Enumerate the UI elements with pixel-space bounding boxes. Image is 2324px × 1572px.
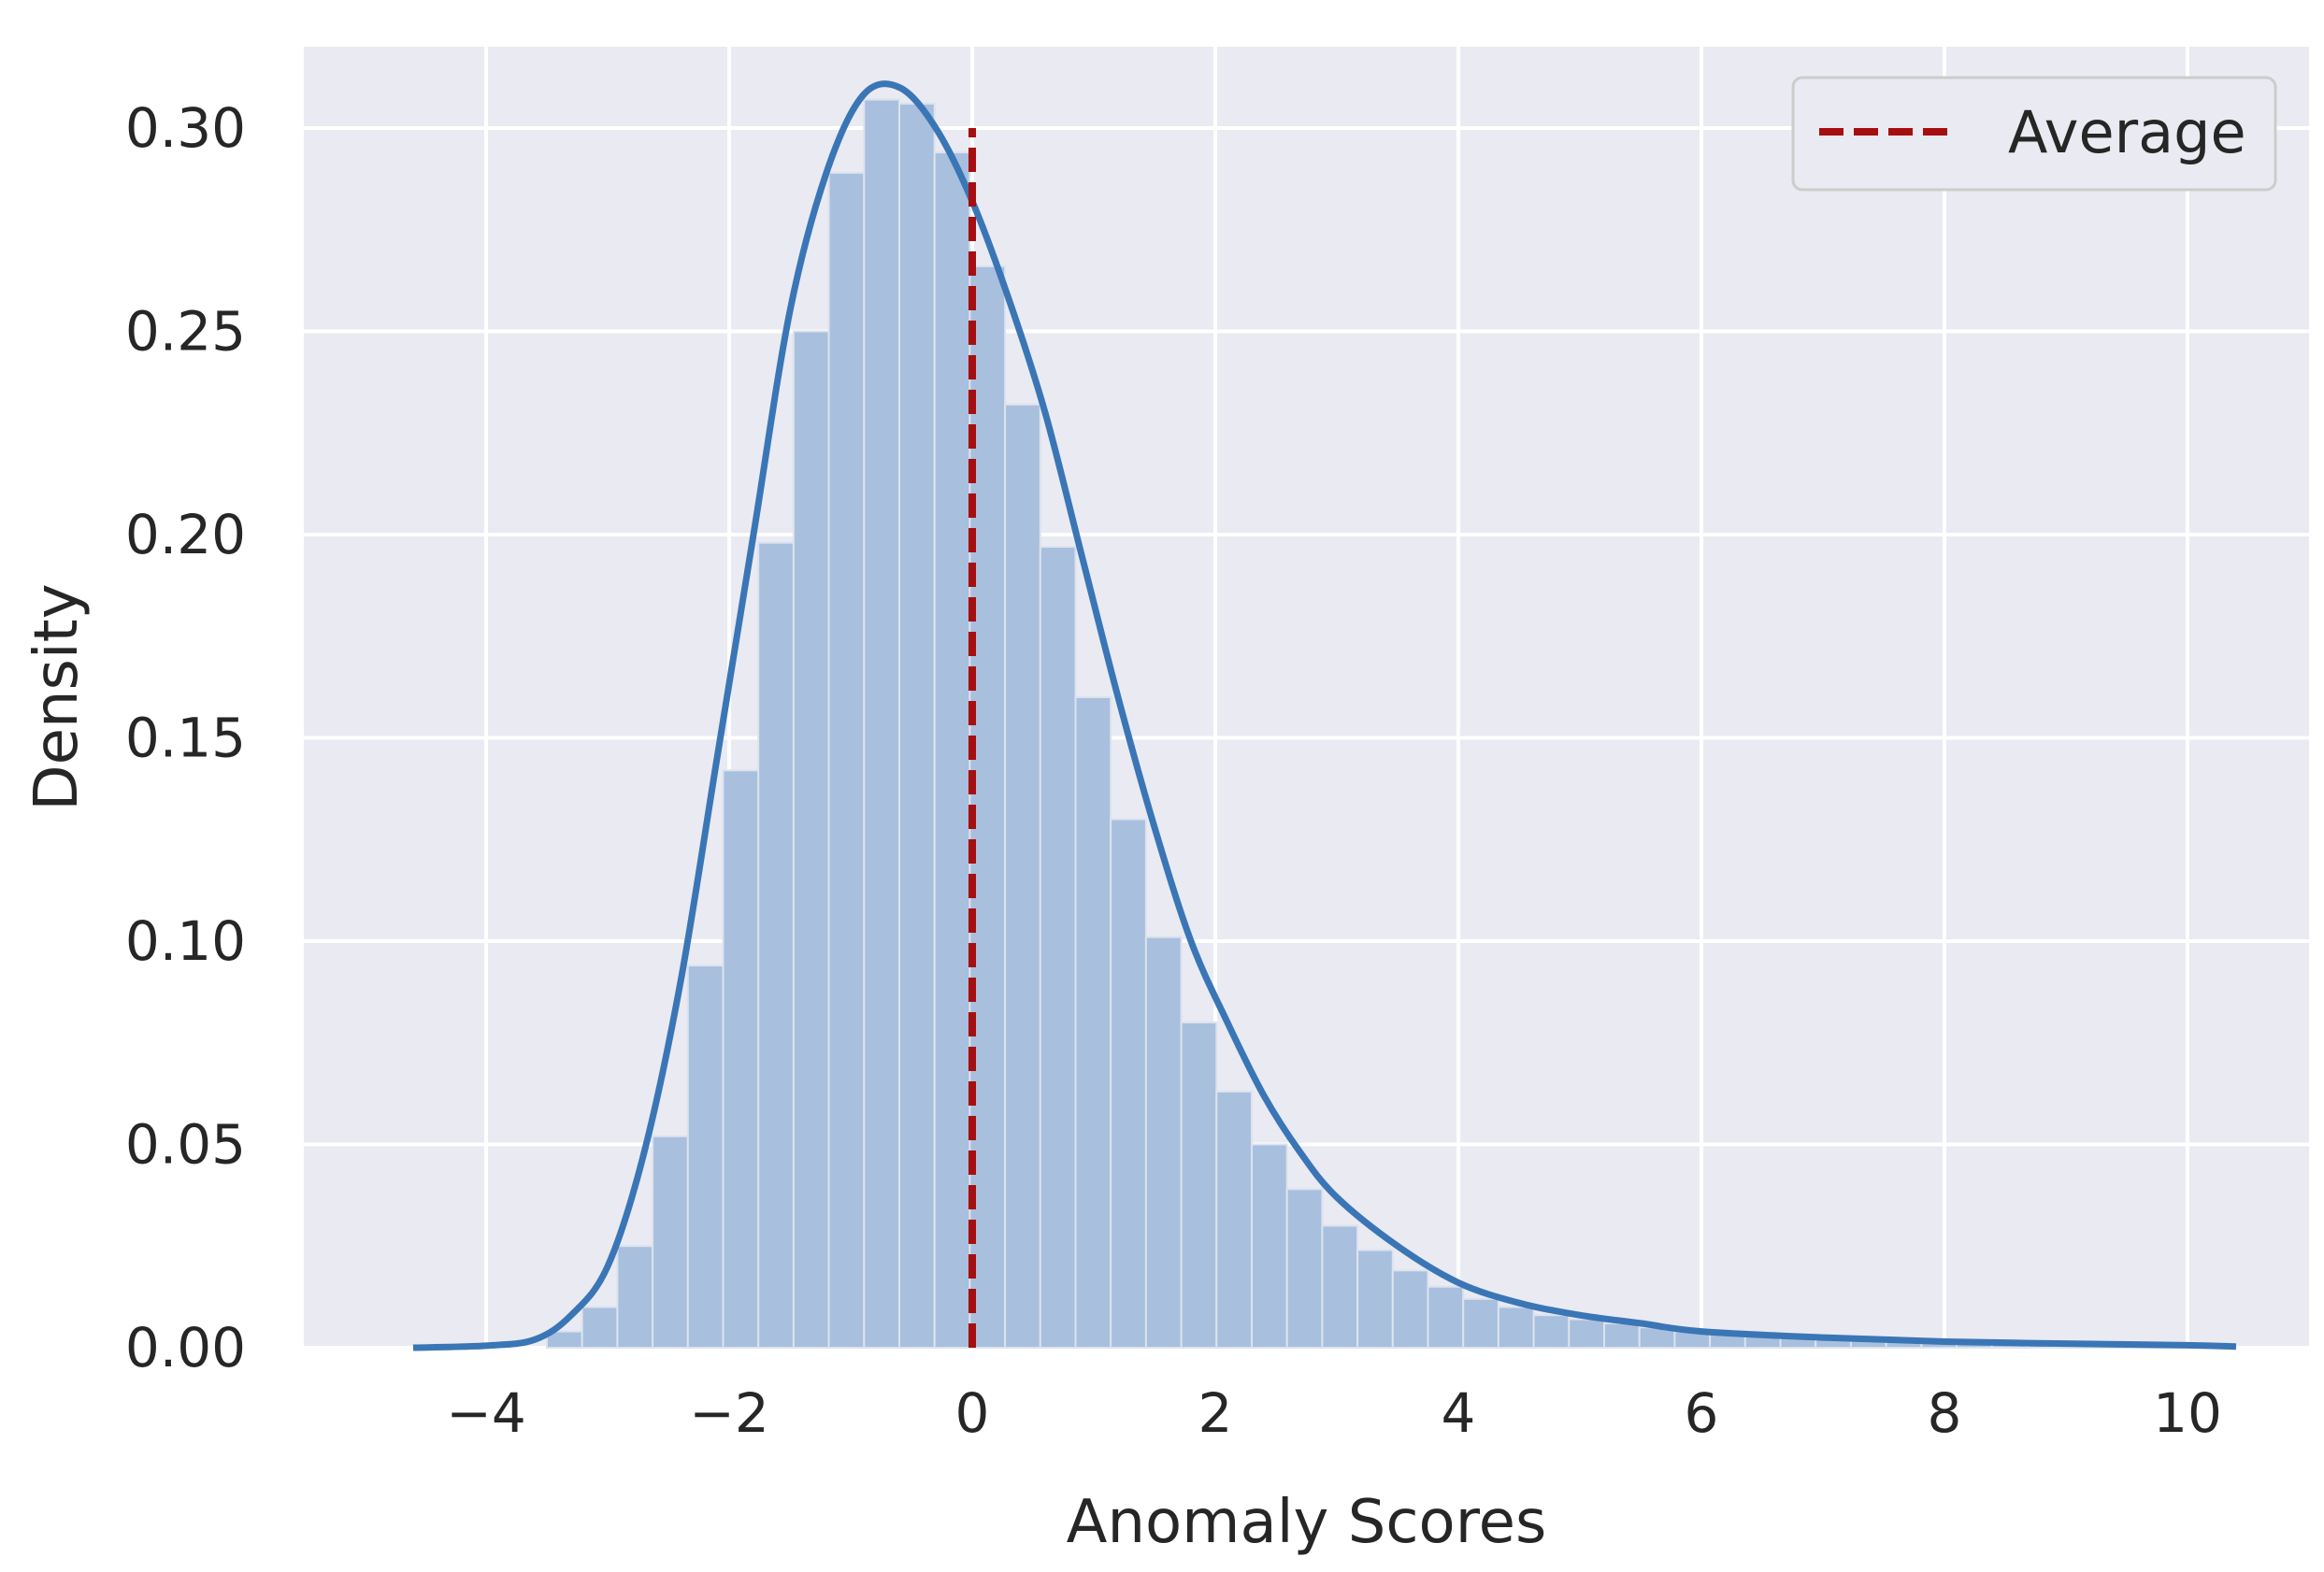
- histogram-bar-27: [1497, 1306, 1535, 1349]
- histogram-bar-11: [933, 151, 971, 1350]
- y-tick-label-3: 0.15: [125, 707, 246, 770]
- grid-lines: [304, 47, 2309, 1350]
- legend-average-label: Average: [2008, 98, 2246, 166]
- kde-curve: [412, 80, 2237, 1351]
- x-tick-label-5: 6: [1685, 1381, 1719, 1445]
- histogram-bar-18: [1180, 1022, 1218, 1349]
- x-tick-label-1: −2: [689, 1381, 769, 1445]
- histogram-bar-8: [827, 171, 866, 1350]
- histogram-bar-10: [898, 102, 936, 1349]
- x-tick-label-0: −4: [446, 1381, 526, 1445]
- legend: Average: [1791, 76, 2277, 192]
- histogram-bar-3: [652, 1135, 689, 1350]
- y-tick-label-1: 0.05: [125, 1113, 246, 1177]
- histogram-bar-25: [1427, 1285, 1465, 1349]
- tick-labels: −4 −2 0 2 4 6 8 10 0.00 0.05 0.10 0.15 0.20 0.25 0.30: [125, 96, 2222, 1445]
- x-tick-label-7: 10: [2153, 1381, 2222, 1445]
- histogram-bars: [546, 98, 2204, 1350]
- x-tick-label-4: 4: [1442, 1381, 1476, 1445]
- histogram-bar-4: [686, 965, 724, 1349]
- histogram-bar-16: [1110, 818, 1147, 1349]
- histogram-bar-28: [1532, 1314, 1571, 1349]
- histogram-bar-5: [722, 769, 760, 1349]
- x-tick-label-3: 2: [1198, 1381, 1233, 1445]
- y-axis-title: Density: [22, 583, 92, 810]
- histogram-bar-23: [1356, 1249, 1394, 1349]
- histogram-bar-19: [1215, 1090, 1254, 1349]
- x-axis-title: Anomaly Scores: [1067, 1488, 1547, 1557]
- histogram-bar-21: [1285, 1188, 1324, 1349]
- histogram-bar-30: [1603, 1322, 1641, 1350]
- x-tick-label-6: 8: [1928, 1381, 1962, 1445]
- histogram-bar-13: [1004, 403, 1041, 1349]
- histogram-bar-14: [1039, 546, 1077, 1349]
- histogram-bar-24: [1391, 1269, 1429, 1349]
- histogram-bar-17: [1144, 936, 1183, 1350]
- histogram-bar-29: [1568, 1318, 1606, 1350]
- x-tick-label-2: 0: [955, 1381, 990, 1445]
- histogram-bar-7: [792, 330, 830, 1349]
- histogram-bar-2: [616, 1245, 654, 1349]
- histogram-bar-26: [1462, 1297, 1499, 1350]
- histogram-bar-15: [1074, 696, 1112, 1349]
- y-tick-label-6: 0.30: [125, 96, 246, 160]
- histogram-bar-1: [581, 1306, 619, 1349]
- histogram-bar-9: [863, 98, 900, 1349]
- y-tick-label-4: 0.20: [125, 503, 246, 566]
- y-tick-label-5: 0.25: [125, 300, 246, 364]
- kde-curve-group: [412, 80, 2237, 1351]
- histogram-bar-22: [1321, 1224, 1359, 1349]
- legend-box: [1791, 76, 2277, 192]
- y-tick-label-0: 0.00: [125, 1316, 246, 1379]
- histogram-bar-20: [1251, 1143, 1288, 1349]
- plot-background: [304, 47, 2309, 1348]
- y-tick-label-2: 0.10: [125, 909, 246, 973]
- histogram-bar-6: [757, 541, 795, 1349]
